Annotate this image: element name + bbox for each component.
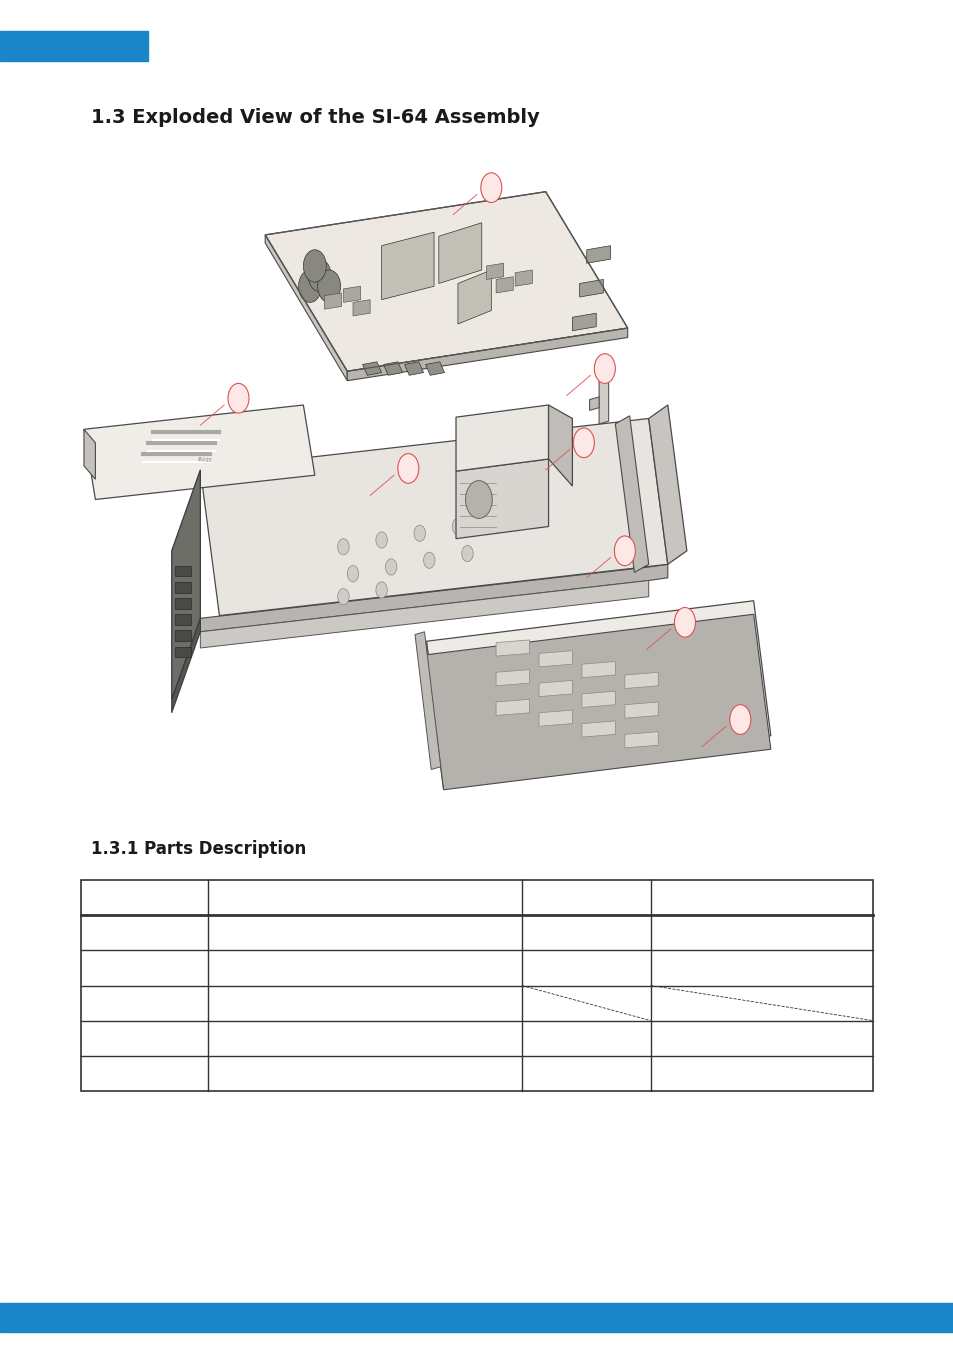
Polygon shape (457, 270, 491, 324)
Circle shape (614, 536, 635, 566)
Polygon shape (347, 328, 627, 381)
Circle shape (303, 250, 326, 282)
Polygon shape (496, 640, 529, 656)
Circle shape (674, 608, 695, 637)
Circle shape (375, 582, 387, 598)
Polygon shape (496, 670, 529, 686)
Polygon shape (581, 691, 615, 707)
Polygon shape (426, 641, 443, 790)
Bar (0, 31, 148, 61)
Polygon shape (572, 313, 596, 331)
Bar (0, 1303, 953, 1332)
Polygon shape (426, 601, 770, 776)
Circle shape (228, 383, 249, 413)
Polygon shape (200, 418, 667, 616)
Polygon shape (548, 405, 572, 486)
Circle shape (317, 270, 340, 302)
Circle shape (385, 559, 396, 575)
Circle shape (298, 270, 321, 302)
Circle shape (347, 566, 358, 582)
Circle shape (729, 705, 750, 734)
Circle shape (308, 259, 331, 292)
Polygon shape (343, 286, 360, 302)
Polygon shape (174, 566, 191, 576)
Polygon shape (426, 614, 770, 790)
Polygon shape (581, 721, 615, 737)
Polygon shape (438, 223, 481, 284)
Polygon shape (353, 300, 370, 316)
Text: 1.3.1 Parts Description: 1.3.1 Parts Description (91, 840, 306, 857)
Polygon shape (174, 598, 191, 609)
Circle shape (461, 545, 473, 562)
Polygon shape (174, 614, 191, 625)
Circle shape (452, 518, 463, 535)
Polygon shape (265, 235, 347, 381)
Polygon shape (624, 702, 658, 718)
Circle shape (594, 354, 615, 383)
Polygon shape (581, 662, 615, 678)
Polygon shape (538, 710, 572, 726)
Polygon shape (496, 699, 529, 716)
Circle shape (375, 532, 387, 548)
Polygon shape (578, 279, 602, 297)
Polygon shape (648, 405, 686, 564)
Polygon shape (615, 416, 648, 572)
Polygon shape (425, 362, 444, 375)
Circle shape (423, 552, 435, 568)
Polygon shape (456, 405, 548, 471)
Polygon shape (486, 263, 503, 279)
Polygon shape (598, 373, 608, 424)
Circle shape (337, 589, 349, 605)
Polygon shape (200, 580, 648, 648)
Polygon shape (404, 362, 423, 375)
Circle shape (397, 454, 418, 483)
Text: IBASE: IBASE (197, 458, 213, 463)
Polygon shape (265, 192, 627, 371)
Polygon shape (538, 680, 572, 697)
Polygon shape (456, 459, 548, 539)
Polygon shape (174, 647, 191, 657)
Circle shape (337, 539, 349, 555)
Polygon shape (538, 651, 572, 667)
Circle shape (573, 428, 594, 458)
Polygon shape (496, 277, 513, 293)
Polygon shape (172, 470, 200, 699)
Text: 1.3 Exploded View of the SI-64 Assembly: 1.3 Exploded View of the SI-64 Assembly (91, 108, 538, 127)
Polygon shape (174, 582, 191, 593)
Polygon shape (589, 397, 598, 410)
Polygon shape (324, 293, 341, 309)
Polygon shape (84, 405, 314, 500)
Polygon shape (84, 429, 95, 479)
Circle shape (465, 481, 492, 518)
Polygon shape (624, 672, 658, 688)
Polygon shape (362, 362, 381, 375)
Polygon shape (200, 564, 667, 632)
Polygon shape (624, 732, 658, 748)
Polygon shape (174, 630, 191, 641)
Polygon shape (515, 270, 532, 286)
Circle shape (480, 173, 501, 202)
Polygon shape (586, 246, 610, 263)
Bar (81, 880, 872, 1091)
Polygon shape (383, 362, 402, 375)
Polygon shape (172, 618, 200, 713)
Polygon shape (415, 632, 440, 770)
Circle shape (414, 525, 425, 541)
Polygon shape (381, 232, 434, 300)
